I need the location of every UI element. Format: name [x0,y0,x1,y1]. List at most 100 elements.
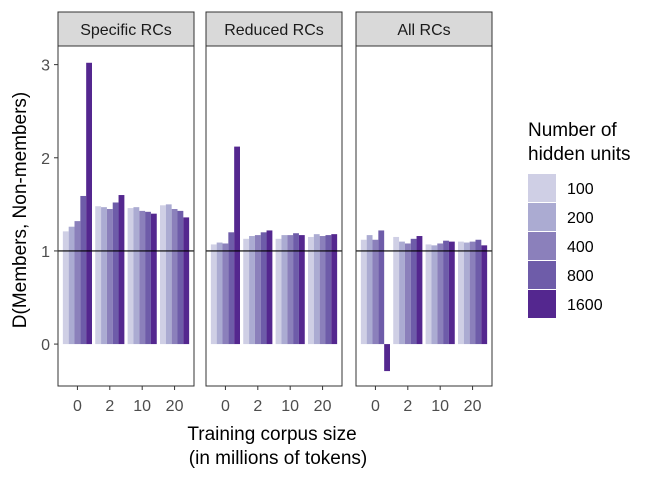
bar [150,213,157,345]
x-tick-label: 10 [133,398,151,415]
bar [384,344,390,372]
bar [165,204,172,345]
legend-label: 1600 [567,297,603,314]
bar [469,241,476,345]
bar [475,239,482,345]
bar [281,235,288,345]
bar [458,241,464,345]
bar [404,243,411,345]
legend-label: 200 [567,210,594,227]
bar [313,234,320,345]
bar [437,243,444,345]
bar [177,210,184,345]
bar [319,236,326,345]
bar [171,209,178,345]
legend-swatch [528,203,556,231]
bar [393,236,400,345]
legend-title-line1: Number of [528,120,617,141]
bar [275,238,282,345]
legend-swatch [528,174,556,202]
bar [228,232,235,345]
x-tick-label: 0 [221,398,230,415]
legend-label: 100 [567,181,594,198]
x-tick-label: 20 [166,398,184,415]
bar [378,230,385,345]
legend-label: 400 [567,239,594,256]
bar [325,235,332,345]
panel-title: All RCs [397,22,450,39]
bar [308,236,314,345]
bar [145,211,151,345]
bar [481,245,488,345]
legend-items: 100 200 400 800 1600 [528,174,603,318]
legend-title-line2: hidden units [528,144,630,165]
legend-label: 800 [567,268,594,285]
x-tick-label: 2 [403,398,412,415]
bar [331,234,338,345]
panel-2: All RCs 0 2 10 20 [355,11,493,415]
bar [366,235,373,345]
bar [443,240,449,345]
x-tick-label: 20 [464,398,482,415]
bar [86,62,92,345]
bar [249,236,255,345]
bar [216,242,223,345]
panel-title: Reduced RCs [224,22,324,39]
bar [139,210,146,345]
bar [254,235,261,345]
panel-border [205,45,343,387]
bar [425,244,432,345]
x-tick-label: 20 [314,398,332,415]
x-axis-label-line2: (in millions of tokens) [189,448,367,469]
panel-border [355,45,493,387]
bar [360,239,367,345]
bar [118,195,125,345]
bar [431,245,438,345]
bar [448,241,455,345]
y-axis-label: D(Members, Non-members) [10,92,31,328]
y-tick-label: 3 [41,58,50,75]
x-axis-label-line1: Training corpus size [187,424,356,445]
x-tick-label: 10 [281,398,299,415]
bar [80,195,87,345]
panel-border [57,45,195,387]
bar [183,217,190,345]
legend-swatch [528,290,556,318]
x-tick-label: 10 [431,398,449,415]
bar [463,242,470,345]
bar [222,243,229,345]
bar [127,208,134,345]
bar [101,207,107,345]
legend-swatch [528,232,556,260]
y-tick-label: 0 [41,337,50,354]
x-tick-label: 2 [253,398,262,415]
panel-1: Reduced RCs 0 2 10 20 [205,11,343,415]
bar [112,202,119,345]
bar [399,241,405,345]
panel-strip [57,11,195,47]
legend-swatch [528,261,556,289]
bar [106,209,113,345]
bar [133,207,140,345]
bar [260,232,267,345]
bar [293,233,299,345]
panel-title: Specific RCs [80,22,172,39]
bar [95,206,102,345]
bar [243,238,250,345]
bar [287,235,294,345]
bar [62,231,69,345]
bar [298,235,305,345]
bar [372,239,379,345]
panel-0: Specific RCs 0 2 10 20 0 1 2 3 [41,11,195,415]
legend: Number of hidden units 100 200 400 800 1600 [528,120,630,318]
x-tick-label: 0 [371,398,380,415]
bar [234,146,240,345]
bar [266,230,273,345]
y-tick-label: 1 [41,244,50,261]
y-tick-label: 2 [41,151,50,168]
bar [410,238,417,345]
bar [210,244,217,345]
